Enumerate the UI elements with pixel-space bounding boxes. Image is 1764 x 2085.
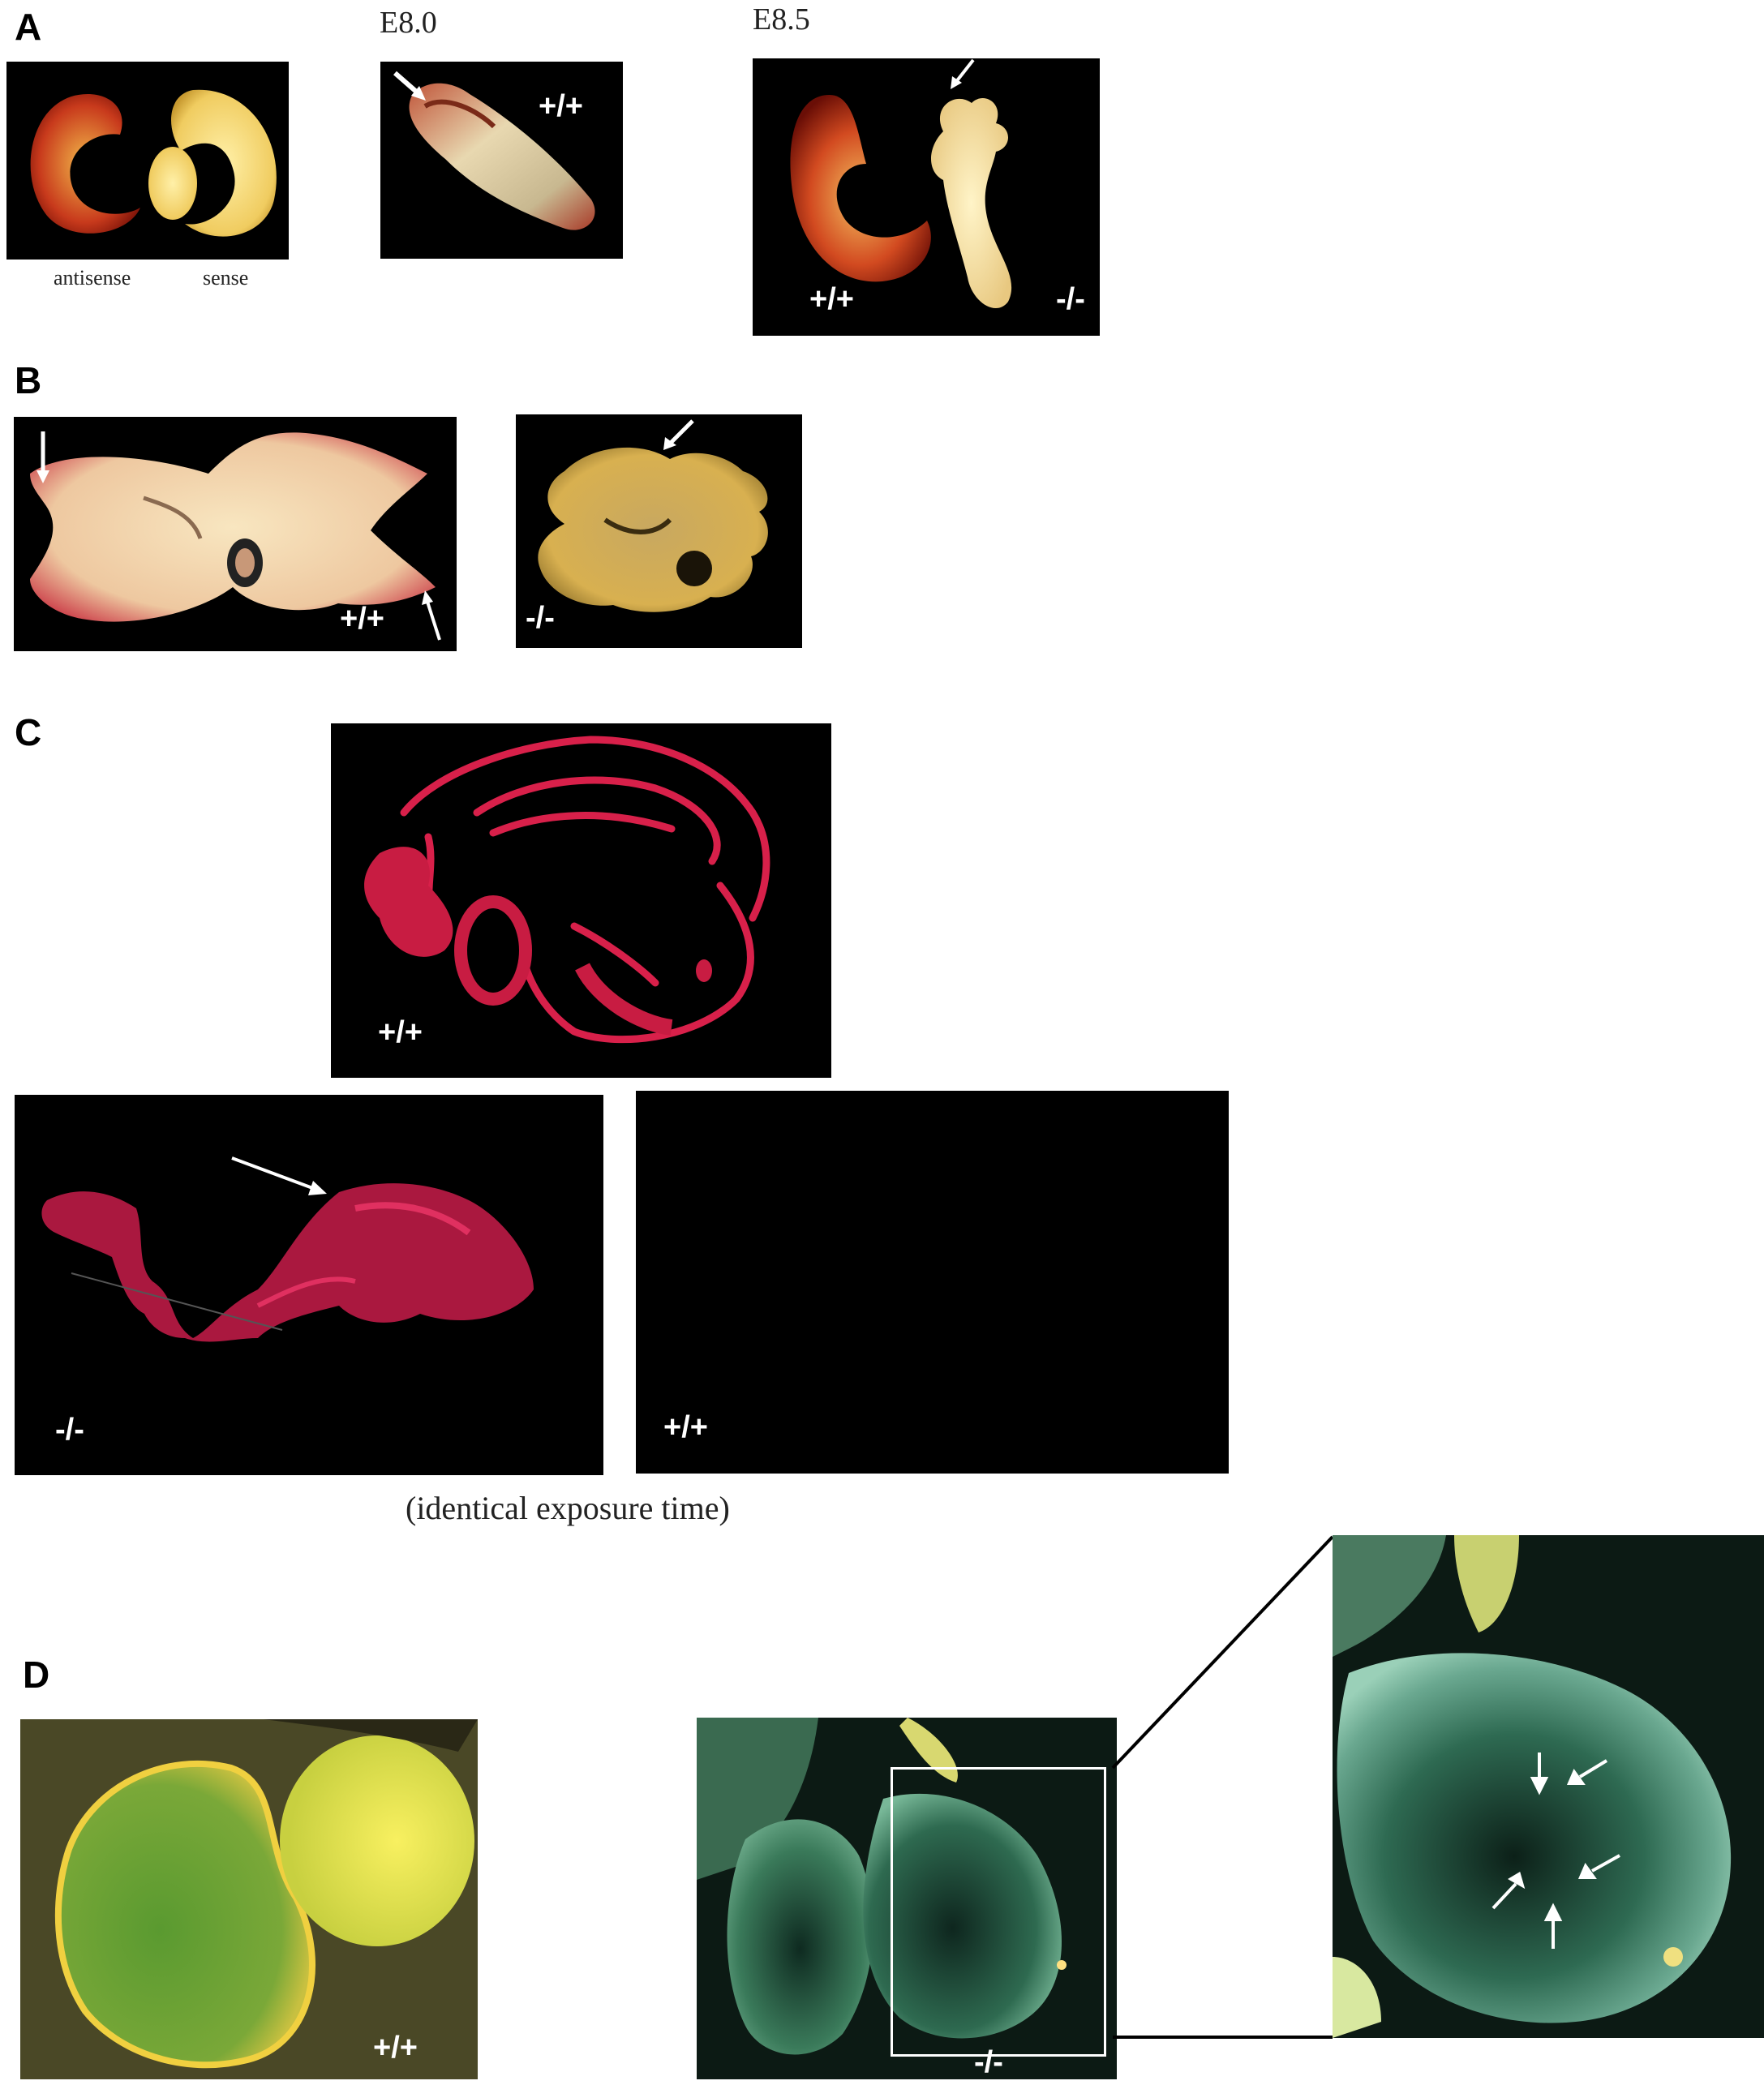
genotype-label-wt: +/+ bbox=[539, 89, 583, 123]
panel-d-image-zoom bbox=[1333, 1535, 1764, 2038]
genotype-label-ko: -/- bbox=[1056, 282, 1085, 316]
panel-a-image-antisense-sense bbox=[6, 62, 289, 260]
panel-b-image-ko: -/- bbox=[516, 414, 802, 648]
genotype-label-wt: +/+ bbox=[373, 2031, 418, 2065]
panel-b-label: B bbox=[15, 359, 42, 401]
genotype-label-ko: -/- bbox=[526, 601, 555, 635]
genotype-label-wt: +/+ bbox=[809, 282, 854, 316]
panel-c-image-top-wt: +/+ bbox=[331, 723, 831, 1078]
embryo-e8-0-figure bbox=[393, 71, 595, 230]
embryo-pair-figure bbox=[30, 89, 277, 237]
panel-c-image-bottom-wt-dark: +/+ bbox=[636, 1091, 1229, 1474]
arrow-icon bbox=[231, 1156, 315, 1191]
stage-e8-5-label: E8.5 bbox=[753, 2, 810, 36]
heart-ko-zoom-figure bbox=[1333, 1535, 1764, 2038]
arrow-icon bbox=[954, 58, 975, 84]
section-wt-figure bbox=[364, 736, 770, 1044]
arrow-icon bbox=[1543, 1903, 1563, 1949]
arrow-icon bbox=[1491, 1871, 1526, 1910]
embryo-dissected-wt-figure bbox=[30, 431, 441, 641]
arrow-icon bbox=[1566, 1759, 1608, 1785]
panel-d-image-wt: +/+ bbox=[20, 1719, 478, 2079]
panel-d-label: D bbox=[23, 1654, 50, 1696]
genotype-label-wt: +/+ bbox=[663, 1410, 708, 1444]
panel-d-image-ko: -/- bbox=[697, 1718, 1117, 2079]
heart-wt-figure bbox=[20, 1719, 478, 2079]
embryo-e8-5-figure bbox=[790, 58, 1012, 309]
caption-identical-exposure: (identical exposure time) bbox=[406, 1490, 730, 1526]
caption-antisense: antisense bbox=[54, 266, 131, 290]
caption-sense: sense bbox=[203, 266, 249, 290]
arrow-icon bbox=[1577, 1854, 1620, 1879]
panel-b-image-wt: +/+ bbox=[14, 417, 457, 651]
genotype-label-wt: +/+ bbox=[340, 602, 384, 636]
panel-a-label: A bbox=[15, 6, 42, 48]
panel-a-image-e8-0: +/+ bbox=[380, 62, 623, 259]
genotype-label-ko: -/- bbox=[974, 2045, 1003, 2079]
stage-e8-0-label: E8.0 bbox=[380, 6, 437, 40]
arrow-icon bbox=[426, 601, 441, 641]
panel-c-label: C bbox=[15, 711, 42, 753]
panel-c-image-bottom-ko: -/- bbox=[15, 1095, 603, 1475]
zoom-region-box bbox=[891, 1767, 1106, 2057]
section-ko-figure bbox=[41, 1156, 534, 1342]
arrow-icon bbox=[1530, 1753, 1549, 1795]
heart-ko-figure bbox=[697, 1718, 1067, 2055]
embryo-dissected-ko-figure bbox=[538, 419, 768, 612]
panel-a-image-e8-5: +/+ -/- bbox=[753, 58, 1100, 336]
arrow-icon bbox=[668, 419, 694, 445]
genotype-label-wt: +/+ bbox=[378, 1015, 423, 1049]
genotype-label-ko: -/- bbox=[55, 1413, 84, 1447]
